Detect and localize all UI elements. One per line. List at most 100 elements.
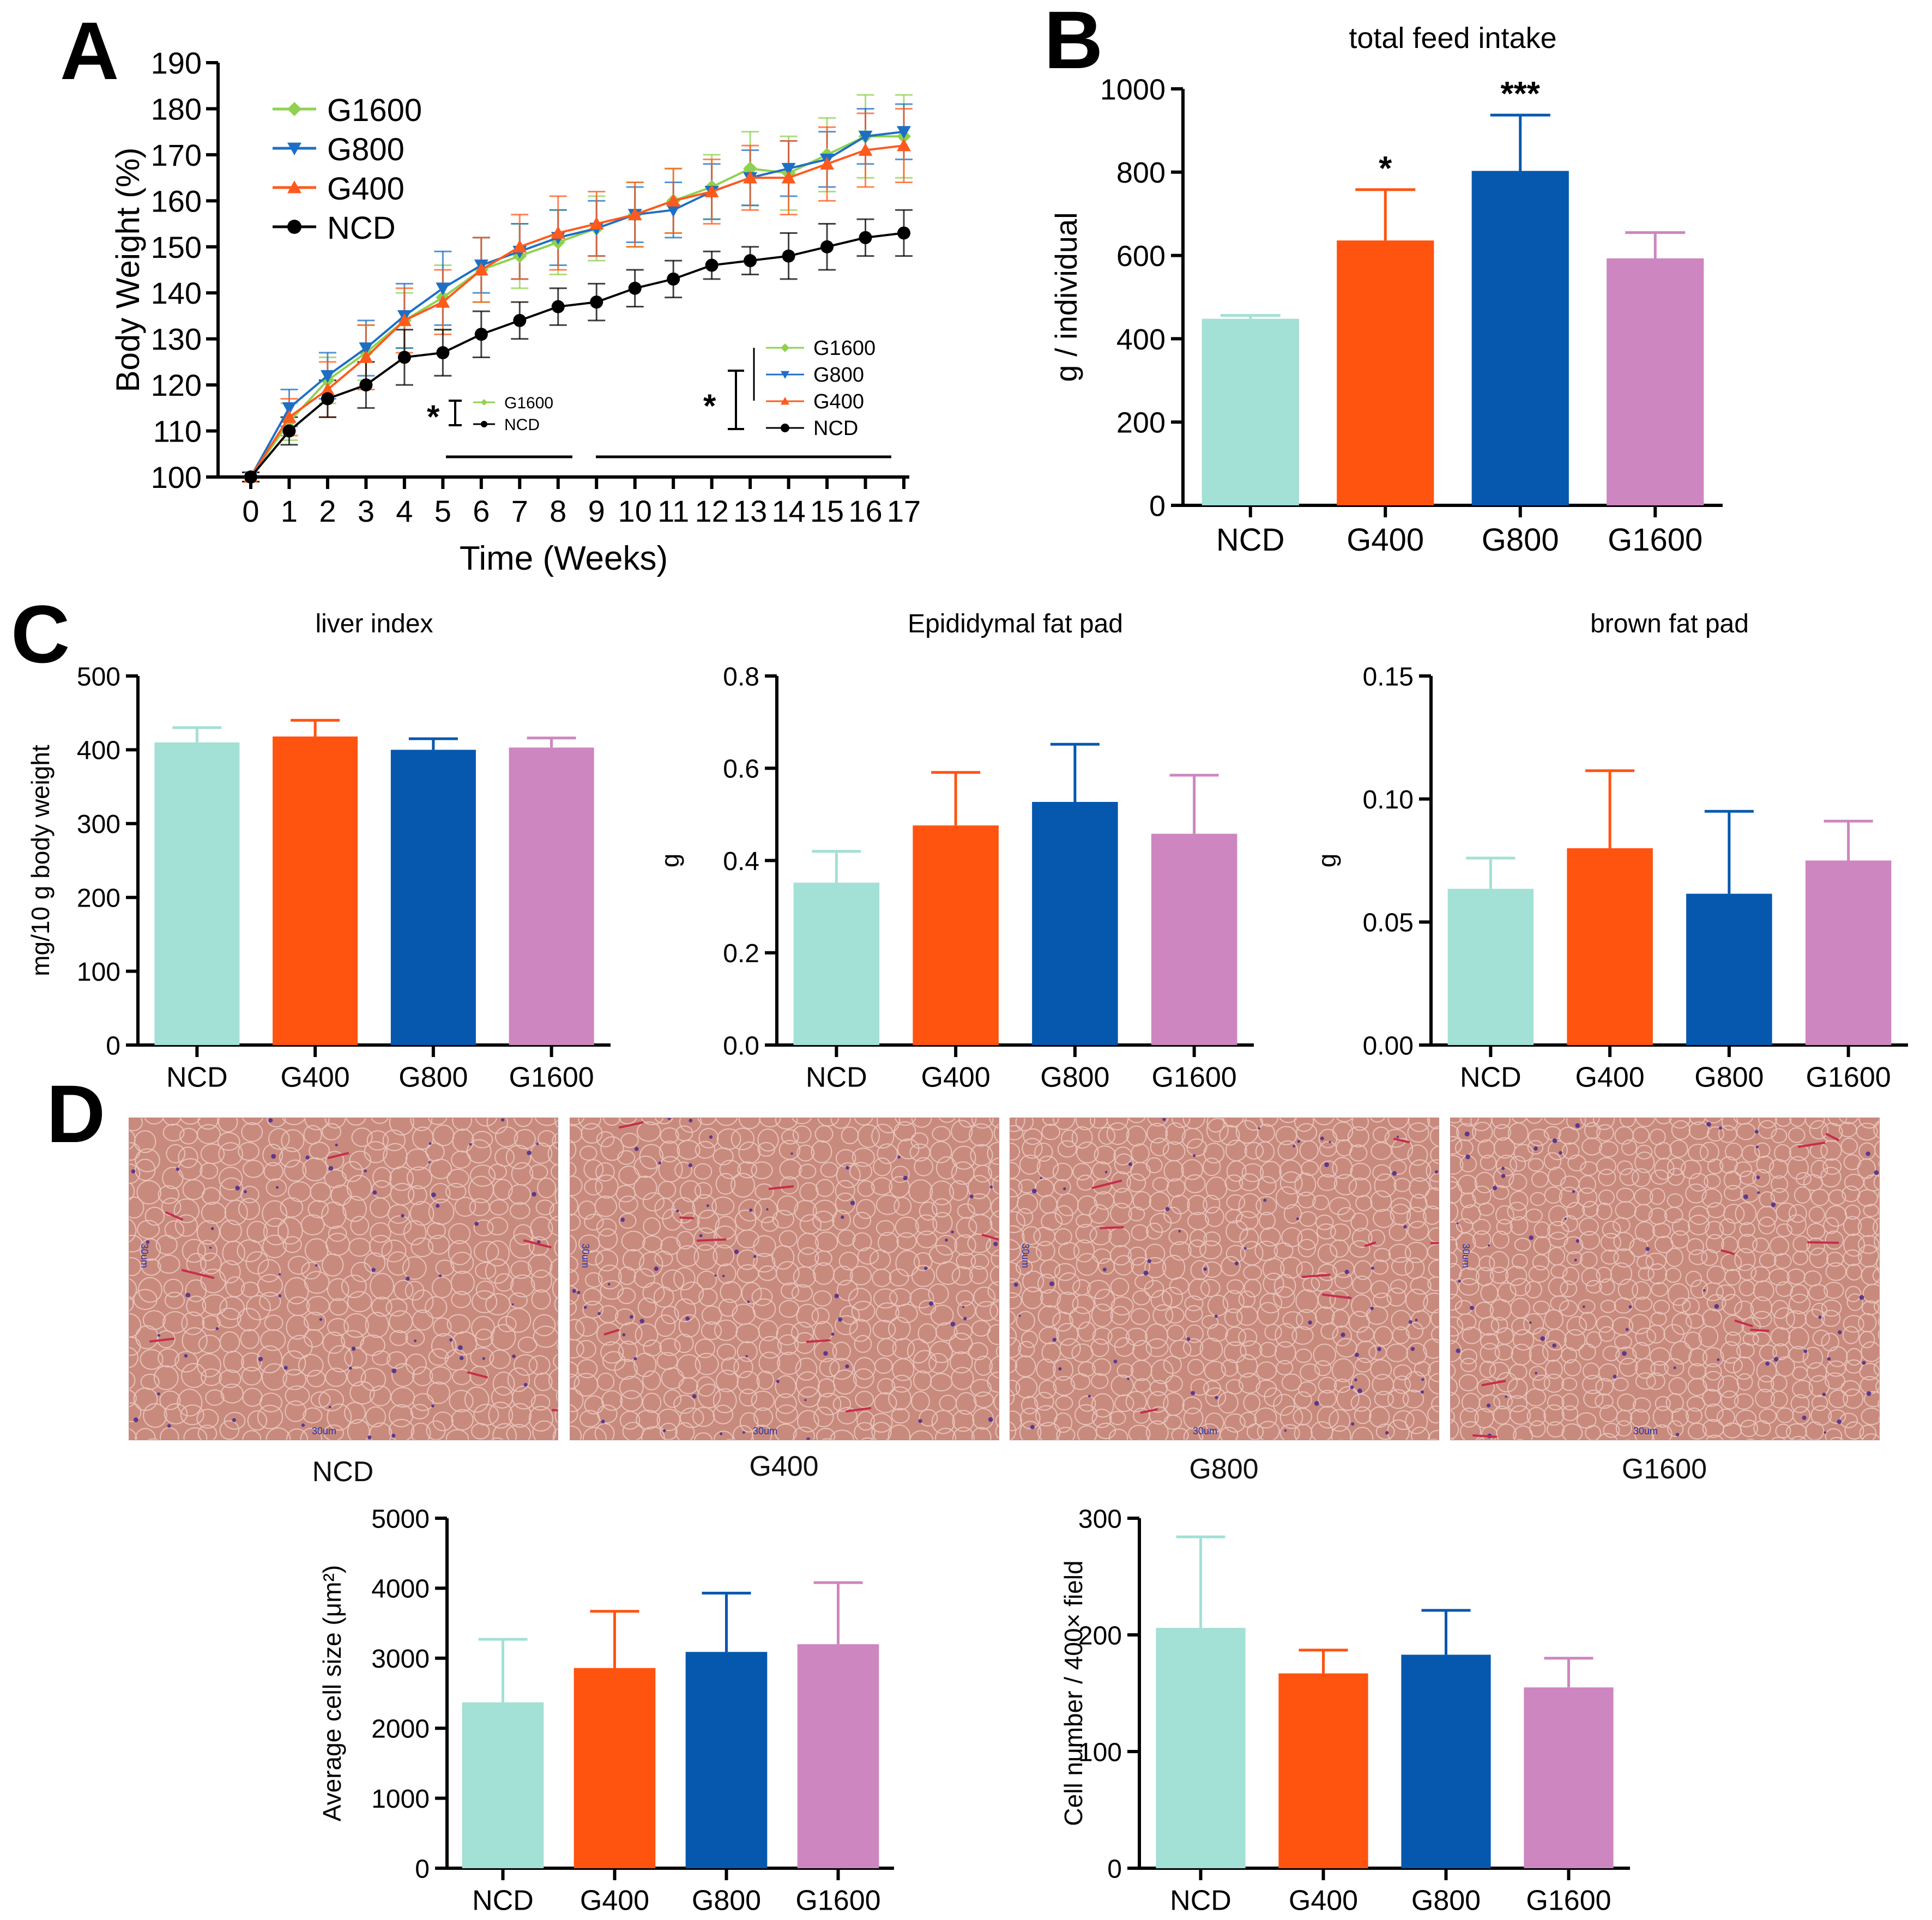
adipocyte-membrane — [1821, 1332, 1839, 1352]
adipocyte-membrane — [1019, 1421, 1042, 1440]
adipocyte-membrane — [1810, 1160, 1828, 1179]
y-tick-label: 5000 — [371, 1505, 430, 1533]
adipocyte-membrane — [758, 1351, 781, 1374]
panel-letter-c: C — [11, 588, 70, 680]
adipocyte-membrane — [257, 1404, 283, 1429]
adipocyte-membrane — [1825, 1230, 1844, 1250]
adipocyte-membrane — [1132, 1290, 1151, 1306]
adipocyte-membrane — [751, 1161, 773, 1179]
adipocyte-membrane — [639, 1144, 664, 1169]
nucleus — [685, 1316, 690, 1321]
y-tick-label: 180 — [151, 92, 202, 126]
adipocyte-membrane — [1015, 1355, 1036, 1378]
adipocyte-membrane — [620, 1132, 639, 1148]
adipocyte-membrane — [949, 1332, 973, 1354]
adipocyte-membrane — [1734, 1161, 1753, 1178]
adipocyte-membrane — [1318, 1390, 1337, 1408]
adipocyte-membrane — [1297, 1228, 1319, 1251]
adipocyte-membrane — [554, 1239, 558, 1257]
adipocyte-membrane — [1543, 1126, 1561, 1140]
adipocyte-membrane — [277, 1217, 303, 1245]
adipocyte-membrane — [1056, 1323, 1079, 1346]
adipocyte-membrane — [852, 1232, 872, 1252]
adipocyte-membrane — [570, 1284, 579, 1305]
adipocyte-membrane — [1256, 1361, 1277, 1380]
adipocyte-membrane — [1389, 1160, 1407, 1175]
adipocyte-membrane — [1737, 1234, 1758, 1254]
adipocyte-membrane — [1259, 1342, 1277, 1358]
adipocyte-membrane — [412, 1309, 434, 1331]
adipocyte-membrane — [393, 1279, 414, 1300]
adipocyte-membrane — [832, 1265, 853, 1286]
adipocyte-membrane — [1702, 1347, 1724, 1368]
adipocyte-membrane — [1451, 1118, 1463, 1124]
adipocyte-membrane — [916, 1230, 938, 1248]
adipocyte-membrane — [155, 1235, 178, 1255]
nucleus — [734, 1249, 739, 1254]
adipocyte-membrane — [793, 1426, 815, 1440]
adipocyte-membrane — [1754, 1142, 1771, 1158]
adipocyte-membrane — [1451, 1363, 1456, 1379]
adipocyte-membrane — [642, 1282, 665, 1303]
adipocyte-membrane — [343, 1313, 369, 1338]
adipocyte-membrane — [310, 1182, 331, 1203]
legend-marker-g400 — [287, 180, 301, 194]
panel-letter-b: B — [1044, 0, 1103, 86]
adipocyte-membrane — [1332, 1325, 1352, 1347]
adipocyte-membrane — [1042, 1118, 1059, 1126]
adipocyte-membrane — [1505, 1265, 1528, 1286]
adipocyte-membrane — [659, 1140, 680, 1163]
adipocyte-membrane — [1828, 1189, 1846, 1206]
adipocyte-membrane — [1861, 1341, 1879, 1362]
adipocyte-membrane — [1646, 1324, 1665, 1344]
adipocyte-membrane — [1313, 1118, 1335, 1126]
adipocyte-membrane — [1528, 1158, 1544, 1172]
blood-vessel — [981, 1233, 999, 1241]
adipocyte-membrane — [554, 1187, 558, 1205]
nucleus — [950, 1321, 956, 1327]
nucleus — [1104, 1170, 1108, 1174]
adipocyte-membrane — [1106, 1118, 1129, 1131]
data-point-ncd — [782, 249, 795, 263]
adipocyte-membrane — [1667, 1168, 1685, 1186]
adipocyte-membrane — [661, 1367, 684, 1390]
adipocyte-membrane — [1350, 1393, 1371, 1412]
adipocyte-membrane — [570, 1213, 581, 1231]
adipocyte-membrane — [738, 1141, 760, 1164]
adipocyte-membrane — [1788, 1204, 1807, 1223]
adipocyte-membrane — [435, 1259, 455, 1277]
nucleus — [1756, 1175, 1760, 1180]
adipocyte-membrane — [911, 1391, 930, 1412]
adipocyte-membrane — [1707, 1158, 1724, 1174]
adipocyte-membrane — [404, 1281, 425, 1301]
adipocyte-membrane — [939, 1118, 956, 1123]
adipocyte-membrane — [1075, 1224, 1097, 1243]
adipocyte-membrane — [815, 1179, 835, 1197]
adipocyte-membrane — [1649, 1188, 1665, 1205]
adipocyte-membrane — [654, 1118, 673, 1125]
adipocyte-membrane — [1544, 1118, 1565, 1125]
adipocyte-membrane — [494, 1147, 515, 1167]
adipocyte-membrane — [1843, 1249, 1862, 1266]
adipocyte-membrane — [1705, 1221, 1724, 1240]
adipocyte-membrane — [989, 1300, 999, 1321]
adipocyte-membrane — [1585, 1280, 1602, 1294]
adipocyte-membrane — [219, 1260, 241, 1284]
adipocyte-membrane — [389, 1166, 414, 1191]
adipocyte-membrane — [989, 1210, 999, 1234]
adipocyte-membrane — [911, 1265, 935, 1288]
nucleus — [662, 1429, 666, 1433]
adipocyte-membrane — [1185, 1324, 1204, 1343]
adipocyte-membrane — [913, 1252, 933, 1271]
adipocyte-membrane — [197, 1353, 221, 1378]
nucleus — [1370, 1306, 1374, 1311]
adipocyte-membrane — [601, 1390, 623, 1411]
adipocyte-membrane — [1188, 1278, 1210, 1301]
adipocyte-membrane — [1567, 1155, 1586, 1172]
adipocyte-membrane — [405, 1329, 425, 1347]
adipocyte-membrane — [1351, 1294, 1372, 1317]
x-tick-label: 3 — [358, 494, 375, 528]
adipocyte-membrane — [736, 1249, 758, 1270]
adipocyte-membrane — [451, 1409, 474, 1431]
